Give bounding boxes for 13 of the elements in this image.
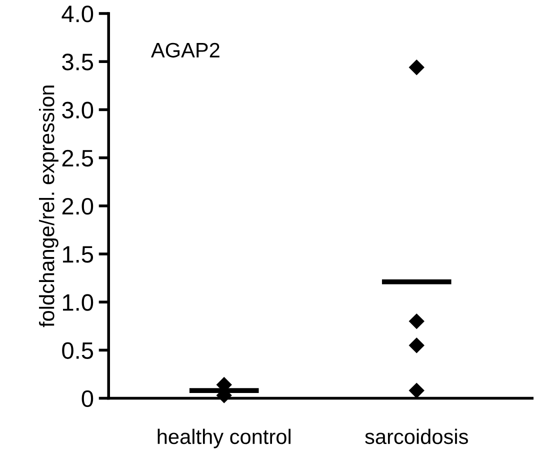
- y-tick-label: 1.0: [63, 294, 94, 311]
- annotation: AGAP2: [150, 42, 220, 58]
- y-axis-title: foldchange/rel. expression: [39, 86, 58, 328]
- y-tick-label: 0.5: [62, 342, 94, 359]
- y-tick-label: 4.0: [62, 6, 94, 22]
- y-tick-label: 0: [82, 390, 94, 408]
- x-tick-label: healthy control: [158, 428, 290, 448]
- y-tick-label: 3.0: [62, 102, 94, 118]
- x-tick-label: sarcoidosis: [365, 428, 468, 444]
- y-tick-label: 1.5: [63, 246, 94, 263]
- y-tick-label: 2.5: [62, 150, 94, 167]
- y-tick-label: 2.0: [62, 198, 94, 215]
- y-tick-label: 3.5: [62, 54, 94, 70]
